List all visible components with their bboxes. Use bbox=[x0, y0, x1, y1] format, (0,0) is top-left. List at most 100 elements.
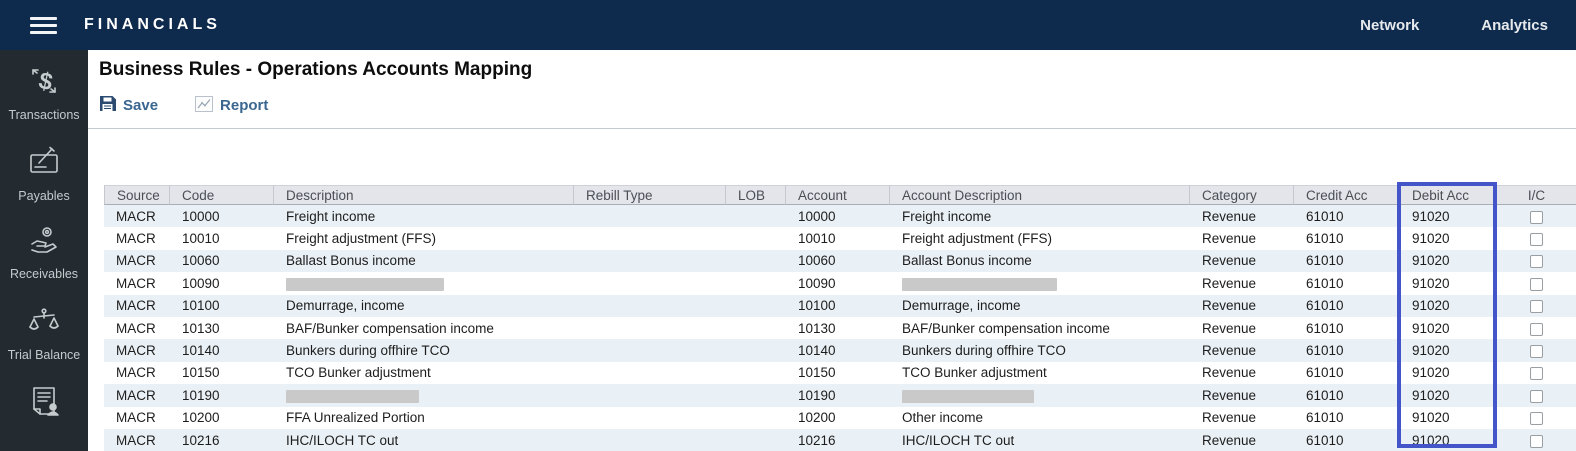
cell-debit-acc: 91020 bbox=[1400, 272, 1497, 295]
column-header-credit-acc[interactable]: Credit Acc bbox=[1294, 185, 1400, 205]
column-header-debit-acc[interactable]: Debit Acc bbox=[1400, 185, 1497, 205]
sidebar-item-transactions[interactable]: $ Transactions bbox=[0, 50, 88, 136]
cell-account: 10010 bbox=[786, 227, 890, 250]
cell-credit-acc: 61010 bbox=[1294, 406, 1400, 429]
cell-account-description: TCO Bunker adjustment bbox=[890, 361, 1190, 385]
column-header-rebill-type[interactable]: Rebill Type bbox=[574, 185, 726, 205]
cell-rebill-type bbox=[574, 294, 726, 317]
cell-lob bbox=[726, 406, 786, 429]
sidebar-item-trial-balance[interactable]: Trial Balance bbox=[0, 292, 88, 378]
report-button-label: Report bbox=[220, 97, 269, 114]
cell-category: Revenue bbox=[1190, 205, 1294, 228]
column-header-account[interactable]: Account bbox=[786, 185, 890, 205]
ic-checkbox[interactable] bbox=[1530, 367, 1543, 381]
column-header-category[interactable]: Category bbox=[1190, 185, 1294, 205]
cell-ic bbox=[1497, 272, 1576, 295]
sidebar-item-receivables[interactable]: Receivables bbox=[0, 214, 88, 292]
cell-account: 10190 bbox=[786, 384, 890, 407]
redacted-text bbox=[902, 277, 1057, 291]
sidebar-item-label: Transactions bbox=[8, 108, 80, 123]
cell-source: MACR bbox=[104, 339, 170, 362]
cell-lob bbox=[726, 339, 786, 362]
cell-account-description: Demurrage, income bbox=[890, 294, 1190, 317]
cell-credit-acc: 61010 bbox=[1294, 294, 1400, 317]
cell-lob bbox=[726, 272, 786, 295]
ic-checkbox[interactable] bbox=[1530, 412, 1543, 426]
cell-category: Revenue bbox=[1190, 249, 1294, 273]
nav-link-analytics[interactable]: Analytics bbox=[1481, 16, 1548, 34]
cell-credit-acc: 61010 bbox=[1294, 361, 1400, 385]
cell-account-description: IHC/ILOCH TC out bbox=[890, 428, 1190, 451]
table-row: MACR 10130 BAF/Bunker compensation income 1… bbox=[104, 316, 1576, 340]
ic-checkbox[interactable] bbox=[1530, 434, 1543, 448]
cell-debit-acc: 91020 bbox=[1400, 384, 1497, 407]
cell-account: 10000 bbox=[786, 205, 890, 228]
cell-debit-acc: 91020 bbox=[1400, 361, 1497, 385]
cell-account: 10100 bbox=[786, 294, 890, 317]
navbar-links: Network Analytics bbox=[1360, 17, 1548, 34]
ic-checkbox[interactable] bbox=[1530, 233, 1543, 247]
accounts-mapping-table: Source Code Description Rebill Type LOB Accou… bbox=[104, 185, 1576, 451]
cell-description: Freight adjustment (FFS) bbox=[274, 227, 574, 250]
ic-checkbox[interactable] bbox=[1530, 277, 1543, 291]
cell-code: 10000 bbox=[170, 205, 274, 228]
cell-lob bbox=[726, 316, 786, 340]
save-button[interactable]: Save bbox=[99, 95, 158, 116]
cell-source: MACR bbox=[104, 205, 170, 228]
redacted-text bbox=[286, 389, 419, 403]
cell-debit-acc: 91020 bbox=[1400, 205, 1497, 228]
cell-code: 10140 bbox=[170, 339, 274, 362]
cell-code: 10100 bbox=[170, 294, 274, 317]
menu-icon[interactable] bbox=[30, 16, 57, 34]
cell-category: Revenue bbox=[1190, 272, 1294, 295]
ic-checkbox[interactable] bbox=[1530, 322, 1543, 336]
nav-link-network[interactable]: Network bbox=[1360, 16, 1420, 34]
column-header-account-description[interactable]: Account Description bbox=[890, 185, 1190, 205]
ic-checkbox[interactable] bbox=[1530, 300, 1543, 314]
cell-rebill-type bbox=[574, 205, 726, 228]
ic-checkbox[interactable] bbox=[1530, 210, 1543, 224]
column-header-description[interactable]: Description bbox=[274, 185, 574, 205]
column-header-lob[interactable]: LOB bbox=[726, 185, 786, 205]
dollar-arrows-icon: $ bbox=[26, 63, 62, 102]
cell-source: MACR bbox=[104, 406, 170, 429]
scales-icon bbox=[26, 307, 62, 342]
cell-account-description bbox=[890, 384, 1190, 407]
cell-ic bbox=[1497, 406, 1576, 429]
table-row: MACR 10200 FFA Unrealized Portion 10200 Othe… bbox=[104, 406, 1576, 429]
ic-checkbox[interactable] bbox=[1530, 344, 1543, 358]
cell-debit-acc: 91020 bbox=[1400, 406, 1497, 429]
main-content: Business Rules - Operations Accounts Map… bbox=[88, 50, 1576, 451]
cell-credit-acc: 61010 bbox=[1294, 339, 1400, 362]
cell-code: 10150 bbox=[170, 361, 274, 385]
cell-category: Revenue bbox=[1190, 428, 1294, 451]
cell-code: 10130 bbox=[170, 316, 274, 340]
ic-checkbox[interactable] bbox=[1530, 389, 1543, 403]
cell-account: 10140 bbox=[786, 339, 890, 362]
sidebar-item-statements[interactable] bbox=[0, 378, 88, 451]
cell-ic bbox=[1497, 316, 1576, 340]
redacted-text bbox=[902, 389, 1034, 403]
cell-credit-acc: 61010 bbox=[1294, 205, 1400, 228]
column-header-i-c[interactable]: I/C bbox=[1497, 185, 1576, 205]
table-row: MACR 10216 IHC/ILOCH TC out 10216 IHC/ILOCH … bbox=[104, 428, 1576, 451]
column-header-code[interactable]: Code bbox=[170, 185, 274, 205]
cell-account-description: Freight adjustment (FFS) bbox=[890, 227, 1190, 250]
cell-account: 10090 bbox=[786, 272, 890, 295]
cell-account-description: Other income bbox=[890, 406, 1190, 429]
ic-checkbox[interactable] bbox=[1530, 255, 1543, 269]
cell-credit-acc: 61010 bbox=[1294, 227, 1400, 250]
cell-lob bbox=[726, 428, 786, 451]
column-header-source[interactable]: Source bbox=[104, 185, 170, 205]
cell-category: Revenue bbox=[1190, 361, 1294, 385]
cell-category: Revenue bbox=[1190, 227, 1294, 250]
toolbar: Save Report bbox=[99, 95, 1576, 116]
report-button[interactable]: Report bbox=[195, 95, 269, 116]
cell-code: 10200 bbox=[170, 406, 274, 429]
sidebar-item-payables[interactable]: Payables bbox=[0, 136, 88, 214]
cell-rebill-type bbox=[574, 339, 726, 362]
cell-account-description: Bunkers during offhire TCO bbox=[890, 339, 1190, 362]
cell-description bbox=[274, 272, 574, 295]
cell-source: MACR bbox=[104, 227, 170, 250]
cell-lob bbox=[726, 249, 786, 273]
